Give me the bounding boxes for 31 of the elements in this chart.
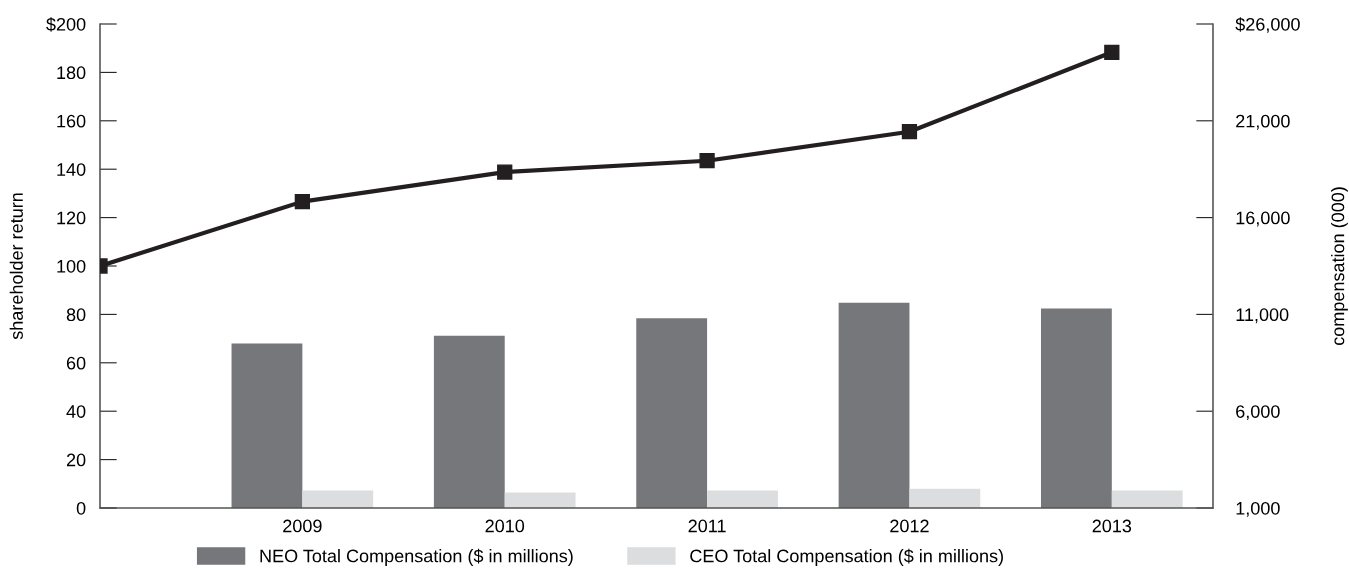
y-tick-label: 60 <box>66 356 86 370</box>
y2-tick-label: $26,000 <box>1235 17 1300 33</box>
point <box>294 193 311 210</box>
y-tick-label: 120 <box>57 211 86 225</box>
y-tick-label: 180 <box>57 66 86 80</box>
y2-tick-label: 11,000 <box>1236 308 1289 324</box>
legend-label: NEO Total Compensation ($ in millions) <box>260 548 573 566</box>
x-tick-label: 2013 <box>1092 519 1132 533</box>
y2-tick-label: 1,000 <box>1236 501 1280 517</box>
y-tick-label: 0 <box>76 501 86 515</box>
y2-tick-label: 6,000 <box>1236 405 1280 421</box>
y-tick-label: 20 <box>66 453 86 467</box>
x-tick-label: 2009 <box>283 519 322 533</box>
y-tick-label: 160 <box>57 114 86 128</box>
point <box>901 124 918 140</box>
x-tick-label: 2012 <box>890 519 929 533</box>
point <box>497 164 513 180</box>
y-tick-label: 40 <box>66 405 86 418</box>
y-tick-label: 100 <box>57 259 86 273</box>
y2-tick-label: 16,000 <box>1236 211 1290 227</box>
x-tick-label: 2010 <box>485 519 525 533</box>
y-tick-label: 80 <box>66 308 86 322</box>
legend-label: CEO Total Compensation ($ in millions) <box>690 548 1003 566</box>
point <box>699 153 715 169</box>
y2-tick-label: 21,000 <box>1236 114 1290 130</box>
y2-axis-title: compensation (000) <box>1331 187 1348 346</box>
x-tick-label: 2011 <box>688 519 726 533</box>
y-axis-title: shareholder return <box>9 193 23 340</box>
point <box>1104 44 1120 60</box>
y-tick-label: 140 <box>57 163 86 176</box>
y-tick-label: $200 <box>46 17 86 32</box>
